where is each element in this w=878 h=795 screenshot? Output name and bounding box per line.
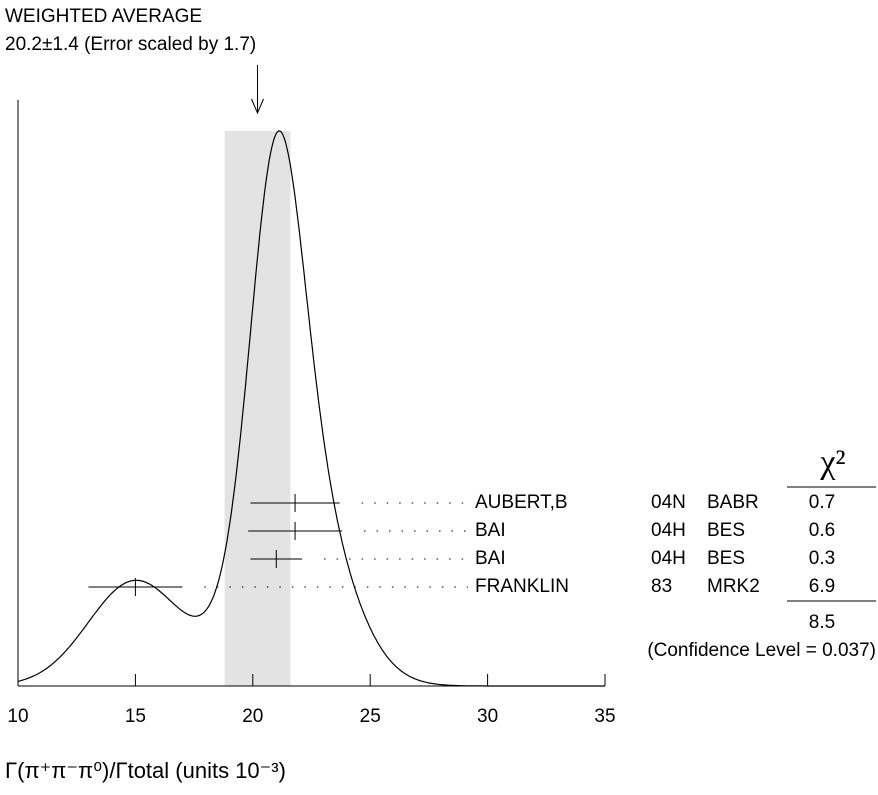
chart-title: WEIGHTED AVERAGE bbox=[5, 6, 202, 27]
x-tick-label: 25 bbox=[360, 706, 381, 727]
measurement-experiment: BES bbox=[707, 520, 745, 541]
chart-subtitle: 20.2±1.4 (Error scaled by 1.7) bbox=[5, 34, 256, 55]
measurement-name: FRANKLIN bbox=[475, 576, 569, 597]
measurement-code: 83 bbox=[651, 576, 672, 597]
measurement-experiment: BES bbox=[707, 548, 745, 569]
measurement-experiment: MRK2 bbox=[707, 576, 760, 597]
average-band bbox=[224, 131, 291, 686]
x-tick-label: 20 bbox=[242, 706, 263, 727]
ideogram-curve bbox=[17, 130, 605, 687]
x-tick-label: 30 bbox=[477, 706, 498, 727]
confidence-level: (Confidence Level = 0.037) bbox=[647, 640, 876, 661]
measurement-code: 04H bbox=[651, 520, 686, 541]
average-arrowhead bbox=[251, 98, 264, 115]
measurement-name: BAI bbox=[475, 520, 506, 541]
x-tick-label: 35 bbox=[594, 706, 615, 727]
chi2-value: 0.7 bbox=[809, 492, 835, 513]
x-axis-label: Γ(π⁺π⁻π⁰)/Γtotal (units 10⁻³) bbox=[5, 758, 286, 783]
chi2-header: χ² bbox=[819, 444, 845, 481]
measurement-name: AUBERT,B bbox=[475, 492, 568, 513]
chi2-value: 0.3 bbox=[809, 548, 835, 569]
measurement-code: 04H bbox=[651, 548, 686, 569]
measurement-experiment: BABR bbox=[707, 492, 759, 513]
chi2-value: 0.6 bbox=[809, 520, 835, 541]
measurement-name: BAI bbox=[475, 548, 506, 569]
measurement-code: 04N bbox=[651, 492, 686, 513]
chi2-value: 6.9 bbox=[809, 576, 835, 597]
x-tick-label: 15 bbox=[125, 706, 146, 727]
chi2-total: 8.5 bbox=[809, 612, 835, 633]
x-tick-label: 10 bbox=[7, 706, 28, 727]
